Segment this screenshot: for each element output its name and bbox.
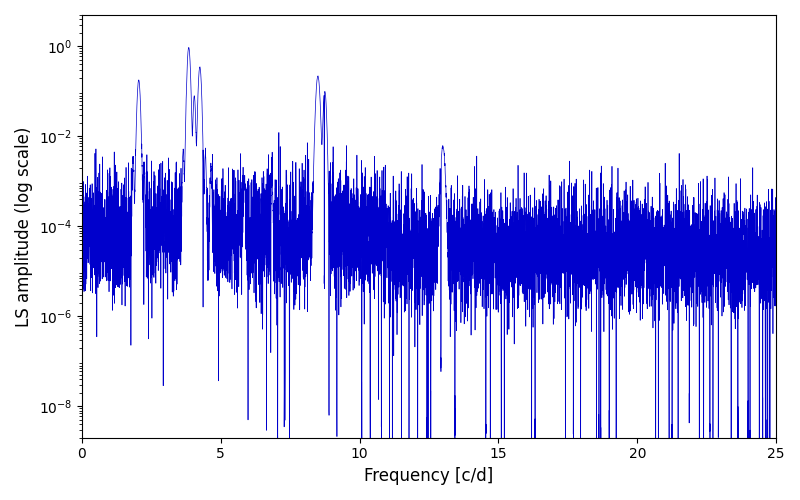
Y-axis label: LS amplitude (log scale): LS amplitude (log scale): [15, 126, 33, 326]
X-axis label: Frequency [c/d]: Frequency [c/d]: [364, 467, 494, 485]
